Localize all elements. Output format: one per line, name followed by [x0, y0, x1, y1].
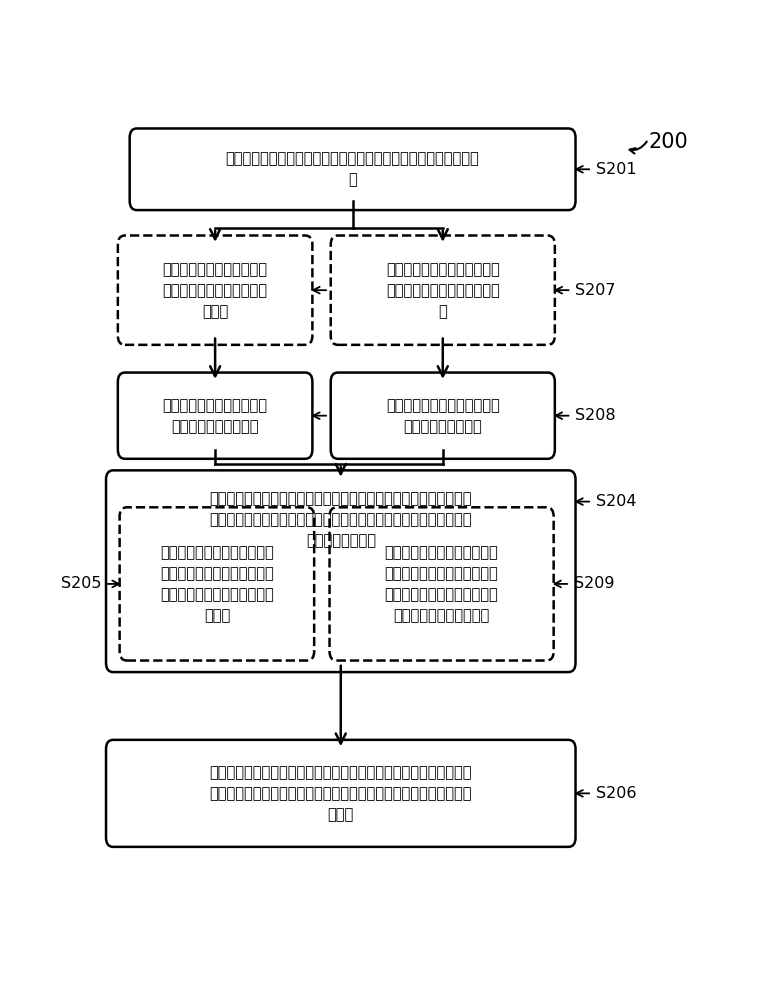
- Text: S204: S204: [596, 494, 636, 509]
- Text: 向至少一个相邻基站发送分别对应于一个或多个候选小区的一个或多
个切换请求，以便将所述至少一个用户设备切换到一个或多个候选小
区之一: 向至少一个相邻基站发送分别对应于一个或多个候选小区的一个或多 个切换请求，以便将…: [210, 765, 472, 822]
- Text: 基于设备到设备支持状态报告和从至少一个用户设备接收的测量报告
从至少一个相邻基站的一个或多个小区确定支持设备到设备通信的一
个或多个候选小区: 基于设备到设备支持状态报告和从至少一个用户设备接收的测量报告 从至少一个相邻基站…: [210, 491, 472, 548]
- Text: 从测量报告选择由设备到设备
支持状态报告指示为支持设备
到设备通信的一个或多个小区
作为一个或多个候选小区: 从测量报告选择由设备到设备 支持状态报告指示为支持设备 到设备通信的一个或多个小…: [385, 545, 498, 623]
- Text: S205: S205: [61, 576, 102, 591]
- FancyBboxPatch shape: [330, 373, 555, 459]
- FancyBboxPatch shape: [118, 235, 312, 345]
- Text: S201: S201: [596, 162, 636, 177]
- FancyBboxPatch shape: [120, 507, 314, 661]
- Text: S209: S209: [574, 576, 614, 591]
- Text: 从具有正在进行的设备到设备通信的至少一个用户设备接收测量报
告: 从具有正在进行的设备到设备通信的至少一个用户设备接收测量报 告: [226, 151, 479, 187]
- Text: S202: S202: [333, 283, 373, 298]
- Text: 从设备到设备支持状态报告选
择支持设备到设备通信的一个
或多个小区作为一个或多个候
选小区: 从设备到设备支持状态报告选 择支持设备到设备通信的一个 或多个小区作为一个或多个…: [160, 545, 274, 623]
- Text: 200: 200: [649, 132, 688, 152]
- FancyBboxPatch shape: [130, 128, 575, 210]
- Text: S206: S206: [596, 786, 636, 801]
- Text: S208: S208: [575, 408, 616, 423]
- Text: 从至少一个用户设备接收设
备到设备支持状态报告: 从至少一个用户设备接收设 备到设备支持状态报告: [163, 398, 268, 434]
- FancyBboxPatch shape: [118, 373, 312, 459]
- FancyBboxPatch shape: [106, 740, 575, 847]
- FancyBboxPatch shape: [106, 470, 575, 672]
- Text: 向至少一个相邻基站发送针对
设备到设备支持状态报告的请
求: 向至少一个相邻基站发送针对 设备到设备支持状态报告的请 求: [386, 262, 500, 319]
- Text: S203: S203: [333, 408, 373, 423]
- Text: 向至少一个用户设备发送针
对设备到设备支持状态报告
的请求: 向至少一个用户设备发送针 对设备到设备支持状态报告 的请求: [163, 262, 268, 319]
- Text: S207: S207: [575, 283, 616, 298]
- FancyBboxPatch shape: [330, 507, 554, 661]
- Text: 从至少一个相邻基站接收设备
到设备支持状态报告: 从至少一个相邻基站接收设备 到设备支持状态报告: [386, 398, 500, 434]
- FancyBboxPatch shape: [330, 235, 555, 345]
